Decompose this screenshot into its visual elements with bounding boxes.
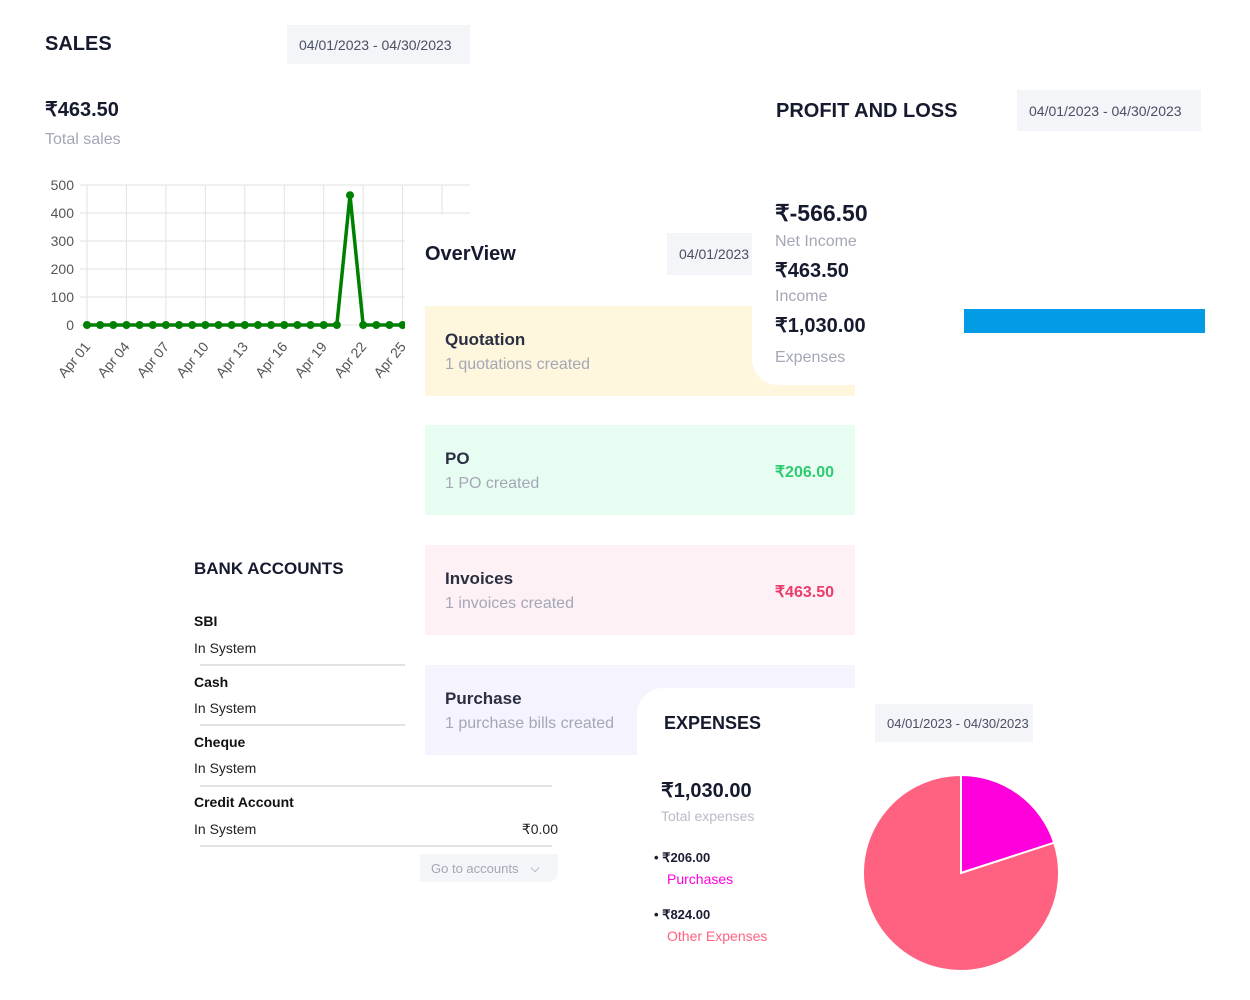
account-status: In System: [194, 821, 257, 837]
divider: [200, 724, 552, 726]
legend-amount: ₹824.00: [662, 907, 711, 922]
data-point: [109, 321, 118, 329]
x-tick-label: Apr 19: [291, 338, 330, 380]
data-point: [372, 321, 381, 329]
go-to-accounts-label: Go to accounts: [431, 860, 519, 876]
legend-label: Other Expenses: [667, 928, 768, 944]
sales-total-label: Total sales: [45, 131, 121, 148]
card-subtitle: 1 purchase bills created: [445, 715, 614, 732]
x-tick-label: Apr 07: [133, 338, 172, 380]
data-point: [135, 321, 144, 329]
po-card[interactable]: PO 1 PO created ₹206.00: [425, 425, 855, 515]
income-value: ₹463.50: [775, 260, 849, 282]
account-name[interactable]: SBI: [194, 613, 218, 629]
legend-item-purchases: • ₹206.00: [654, 850, 711, 865]
data-point: [188, 321, 197, 329]
sales-line-chart: 0 100 200 300 400 500 Apr 01 Apr 04 Apr 07 Apr 10…: [51, 177, 473, 381]
invoices-card[interactable]: Invoices 1 invoices created ₹463.50: [425, 545, 855, 635]
x-tick-label: Apr 04: [94, 338, 133, 380]
account-status: In System: [194, 760, 257, 776]
expenses-label: Expenses: [775, 349, 846, 366]
data-point: [148, 321, 157, 329]
data-point: [306, 321, 315, 329]
y-tick-label: 200: [51, 261, 75, 277]
x-tick-label: Apr 01: [55, 338, 94, 380]
expenses-widget: EXPENSES 04/01/2023 - 04/30/2023 ₹1,030.…: [637, 688, 1250, 1000]
expenses-pie-chart: [857, 768, 1058, 978]
x-tick-label: Apr 16: [252, 338, 291, 380]
pie-slice: [862, 773, 1058, 972]
x-tick-label: Apr 22: [331, 338, 370, 380]
expenses-total: ₹1,030.00: [661, 780, 752, 802]
bank-title: BANK ACCOUNTS: [194, 559, 344, 578]
card-title: PO: [445, 449, 470, 468]
account-status: In System: [194, 640, 257, 656]
x-tick-label: Apr 10: [173, 338, 212, 380]
data-point: [319, 321, 328, 329]
card-title: Purchase: [445, 689, 522, 708]
data-point: [346, 191, 354, 200]
data-point: [332, 321, 341, 329]
y-tick-label: 400: [51, 205, 75, 221]
data-point: [240, 321, 249, 329]
pl-title: PROFIT AND LOSS: [776, 100, 958, 122]
net-income-label: Net Income: [775, 233, 857, 250]
chevron-down-icon: ⌵: [530, 860, 540, 875]
card-title: Quotation: [445, 330, 526, 349]
pie-slice: [960, 773, 1056, 875]
data-point: [175, 321, 184, 329]
expenses-value: ₹1,030.00: [775, 315, 866, 337]
overview-title: OverView: [425, 243, 516, 265]
account-name[interactable]: Cheque: [194, 734, 246, 750]
data-point: [398, 321, 407, 329]
data-point: [385, 321, 394, 329]
data-point: [253, 321, 262, 329]
account-status: In System: [194, 700, 257, 716]
card-subtitle: 1 PO created: [445, 475, 540, 492]
account-name[interactable]: Cash: [194, 674, 229, 690]
data-point: [359, 321, 368, 329]
y-tick-label: 0: [66, 317, 74, 333]
divider: [200, 785, 552, 787]
card-amount: ₹463.50: [774, 584, 834, 601]
account-balance: ₹0.00: [521, 821, 558, 837]
data-point: [201, 321, 210, 329]
income-label: Income: [775, 288, 828, 305]
x-tick-label: Apr 25: [370, 338, 409, 380]
net-income-value: ₹-566.50: [775, 200, 868, 226]
sales-title: SALES: [45, 33, 112, 55]
data-point: [293, 321, 302, 329]
legend-amount: ₹206.00: [662, 850, 711, 865]
sales-date-range[interactable]: 04/01/2023 - 04/30/2023: [287, 25, 470, 64]
data-point: [227, 321, 236, 329]
data-point: [161, 321, 170, 329]
divider: [200, 664, 552, 666]
y-tick-label: 100: [51, 289, 75, 305]
card-subtitle: 1 quotations created: [445, 356, 590, 373]
card-subtitle: 1 invoices created: [445, 595, 574, 612]
data-point: [267, 321, 276, 329]
data-point: [83, 321, 91, 329]
sales-total: ₹463.50: [45, 99, 119, 121]
expenses-total-label: Total expenses: [661, 808, 755, 824]
data-point: [96, 321, 105, 329]
card-amount: ₹206.00: [774, 464, 834, 481]
account-name[interactable]: Credit Account: [194, 794, 294, 810]
go-to-accounts-button[interactable]: Go to accounts ⌵: [420, 854, 558, 882]
y-tick-label: 300: [51, 233, 75, 249]
x-tick-label: Apr 13: [212, 338, 251, 380]
data-point: [122, 321, 131, 329]
divider: [200, 845, 552, 847]
profit-loss-widget: PROFIT AND LOSS 04/01/2023 - 04/30/2023 …: [752, 80, 1250, 385]
legend-label: Purchases: [667, 871, 734, 887]
y-tick-label: 500: [51, 177, 75, 193]
legend-item-other-expenses: • ₹824.00: [654, 907, 711, 922]
data-point: [214, 321, 223, 329]
card-title: Invoices: [445, 569, 514, 588]
expenses-bar: [964, 309, 1205, 333]
data-point: [280, 321, 289, 329]
expenses-date-range[interactable]: 04/01/2023 - 04/30/2023: [875, 704, 1033, 742]
pl-date-range[interactable]: 04/01/2023 - 04/30/2023: [1017, 90, 1201, 131]
expenses-title: EXPENSES: [664, 713, 762, 733]
